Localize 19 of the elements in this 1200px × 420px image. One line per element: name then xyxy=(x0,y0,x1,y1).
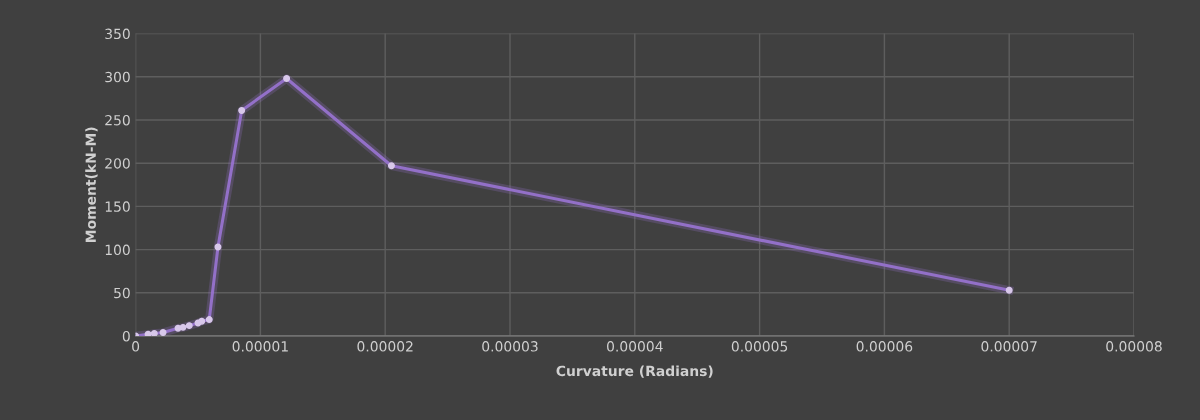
x-tick-label: 0.00006 xyxy=(856,341,913,352)
x-tick-label: 0.00005 xyxy=(731,341,788,352)
y-tick-label: 100 xyxy=(105,244,130,256)
x-tick-label: 0.00003 xyxy=(482,341,538,352)
y-tick-label: 0 xyxy=(122,330,130,342)
x-tick-label: 0.00007 xyxy=(981,341,1037,352)
y-tick-label: 200 xyxy=(105,158,130,169)
y-axis-title: Moment(kN-M) xyxy=(85,127,98,242)
x-tick-label: 0.00004 xyxy=(607,341,663,352)
x-tick-label: 0 xyxy=(132,341,140,352)
x-axis-title: Curvature (Radians) xyxy=(556,365,713,378)
y-tick-label: 350 xyxy=(105,28,130,40)
y-tick-label: 150 xyxy=(105,201,130,212)
y-tick-label: 50 xyxy=(114,287,130,299)
y-tick-label: 300 xyxy=(105,71,130,83)
x-tick-label: 0.00001 xyxy=(232,341,288,352)
y-tick-label: 250 xyxy=(105,114,130,126)
x-tick-label: 0.00008 xyxy=(1106,341,1162,352)
x-tick-label: 0.00002 xyxy=(357,341,413,352)
